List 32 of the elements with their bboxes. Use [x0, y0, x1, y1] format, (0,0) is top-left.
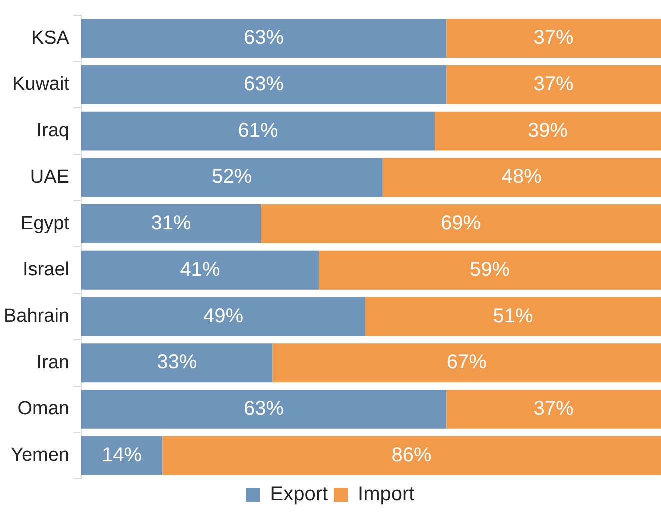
y-tick-label: Iran: [36, 352, 70, 374]
data-label: 67%: [446, 352, 488, 374]
data-label: 51%: [493, 305, 534, 328]
data-label: 69%: [441, 212, 482, 235]
data-label: 52%: [212, 166, 252, 188]
legend-label: Export: [270, 484, 329, 506]
y-tick-label: Kuwait: [12, 74, 70, 96]
data-label: 86%: [392, 444, 432, 466]
data-label: 48%: [502, 166, 542, 188]
legend-label: Import: [358, 484, 416, 506]
y-tick-label: UAE: [30, 166, 70, 188]
data-label: 61%: [238, 120, 278, 142]
data-label: 37%: [534, 27, 574, 50]
y-tick-label: Egypt: [20, 213, 70, 234]
y-tick-label: Bahrain: [4, 306, 70, 327]
data-label: 39%: [528, 120, 568, 142]
data-label: 59%: [470, 258, 510, 281]
data-label: 31%: [151, 212, 192, 235]
data-label: 37%: [534, 73, 574, 96]
data-label: 63%: [244, 73, 284, 96]
y-tick-label: Oman: [18, 398, 70, 420]
data-label: 33%: [157, 352, 198, 374]
y-tick-label: Yemen: [11, 445, 70, 466]
y-tick-label: Iraq: [36, 120, 70, 142]
data-label: 63%: [244, 27, 284, 50]
data-label: 37%: [534, 398, 574, 420]
data-label: 14%: [102, 444, 142, 466]
y-tick-label: Israel: [23, 260, 70, 281]
data-label: 63%: [244, 398, 284, 420]
data-label: 49%: [203, 305, 244, 328]
data-label: 41%: [180, 258, 221, 281]
y-tick-label: KSA: [31, 28, 70, 49]
